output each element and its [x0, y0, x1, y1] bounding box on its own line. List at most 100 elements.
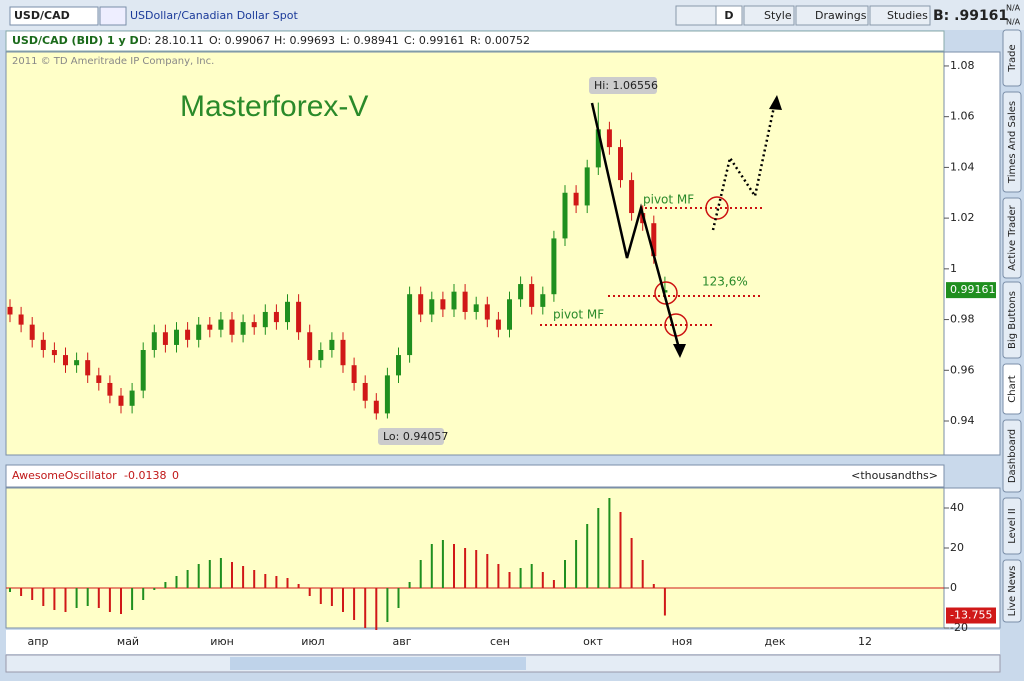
- candle-body: [140, 350, 146, 391]
- candle-body: [96, 375, 102, 383]
- last-osc: -13.755: [950, 609, 992, 622]
- hi-badge: [589, 77, 657, 94]
- candle-body: [551, 238, 557, 295]
- osc-bar: [20, 588, 23, 596]
- side-tab[interactable]: [1002, 29, 1022, 87]
- osc-bar: [86, 588, 89, 606]
- y-tick-label: 1.04: [950, 160, 975, 173]
- candle-body: [240, 322, 246, 335]
- candle-body: [85, 360, 91, 376]
- osc-bar: [164, 582, 167, 588]
- header-open: O: 0.99067: [209, 34, 270, 47]
- osc-bar: [619, 512, 622, 588]
- candle-body: [573, 192, 579, 206]
- osc-value: -0.0138: [124, 469, 166, 482]
- osc-bar: [342, 588, 344, 612]
- osc-bar: [120, 588, 122, 614]
- side-tab-label: Level II: [1007, 508, 1018, 543]
- period-button[interactable]: [715, 5, 743, 26]
- arrow-head: [673, 344, 686, 358]
- candle-body: [362, 382, 368, 401]
- candle-body: [595, 129, 601, 168]
- scroll-thumb[interactable]: [230, 657, 526, 670]
- candle-body: [74, 360, 80, 366]
- osc-bar: [464, 548, 467, 588]
- osc-bar: [441, 540, 444, 588]
- candle-body: [462, 291, 468, 312]
- candle-body: [651, 223, 657, 257]
- side-tab[interactable]: [1002, 197, 1022, 279]
- osc-bar: [597, 508, 600, 588]
- pivot-label: pivot MF: [553, 308, 604, 322]
- drawings-label: Drawings: [815, 9, 867, 22]
- candle-body: [451, 291, 457, 310]
- candle-body: [662, 290, 668, 293]
- osc-bar: [519, 568, 522, 588]
- side-tab[interactable]: [1002, 363, 1022, 415]
- candle-body: [318, 350, 324, 361]
- studies-label: Studies: [887, 9, 928, 22]
- last-osc-badge: [946, 607, 996, 624]
- studies-button[interactable]: [869, 5, 931, 26]
- osc-bar: [97, 588, 100, 608]
- osc-bar: [253, 570, 256, 588]
- osc-bar: [186, 570, 189, 588]
- x-tick-label: авг: [392, 635, 411, 648]
- candle-body: [429, 299, 435, 315]
- x-tick-label: дек: [764, 635, 785, 648]
- osc-bar: [486, 554, 489, 588]
- copyright: 2011 © TD Ameritrade IP Company, Inc.: [12, 56, 214, 67]
- lo-badge: [378, 428, 444, 445]
- osc-bar: [231, 562, 233, 588]
- candle-body: [562, 192, 568, 239]
- candle-body: [629, 180, 635, 214]
- candle-body: [207, 324, 213, 330]
- candle-body: [440, 299, 446, 310]
- candle-body: [151, 332, 157, 351]
- header-range: R: 0.00752: [470, 34, 530, 47]
- symbol-buttons[interactable]: [99, 6, 127, 26]
- osc-bar: [131, 588, 134, 610]
- y-tick-label: 40: [950, 501, 964, 514]
- candle-body: [373, 400, 379, 414]
- candle-body: [273, 311, 279, 323]
- candle-body: [495, 319, 501, 330]
- na-label: N/A: [1006, 18, 1021, 27]
- osc-bar: [31, 588, 34, 600]
- symbol-box[interactable]: [9, 6, 99, 26]
- osc-bar: [397, 588, 400, 608]
- candle-body: [7, 306, 13, 315]
- candle-body: [296, 301, 302, 333]
- osc-bar: [408, 582, 411, 588]
- candle-body: [606, 129, 612, 148]
- side-tab-label: Active Trader: [1007, 204, 1018, 270]
- side-tab-label: Dashboard: [1007, 429, 1018, 483]
- instrument: USD/CAD (BID) 1 y D: [12, 34, 139, 47]
- candle-body: [340, 339, 346, 366]
- x-tick-label: сен: [490, 635, 510, 648]
- candle-body: [407, 294, 413, 356]
- last-price: 0.99161: [950, 283, 996, 296]
- side-tab[interactable]: [1002, 497, 1022, 555]
- osc-bar: [108, 588, 111, 612]
- tool-buttons[interactable]: [675, 5, 717, 26]
- side-tab[interactable]: [1002, 419, 1022, 493]
- side-tab[interactable]: [1002, 281, 1022, 359]
- chart-header: [5, 30, 945, 52]
- side-tab[interactable]: [1002, 559, 1022, 623]
- pivot-label: pivot MF: [643, 193, 694, 207]
- forecast-line: [711, 101, 777, 231]
- style-button[interactable]: [743, 5, 795, 26]
- arrow-head: [769, 95, 782, 110]
- osc-bar: [586, 524, 589, 588]
- osc-bar: [297, 584, 300, 588]
- price-axis: [943, 51, 1001, 456]
- drawings-button[interactable]: [795, 5, 869, 26]
- osc-bar: [530, 564, 533, 588]
- side-tab[interactable]: [1002, 91, 1022, 193]
- candle-body: [185, 329, 191, 340]
- candle-body: [251, 322, 257, 328]
- osc-bar: [353, 588, 356, 620]
- candle-body: [351, 365, 357, 383]
